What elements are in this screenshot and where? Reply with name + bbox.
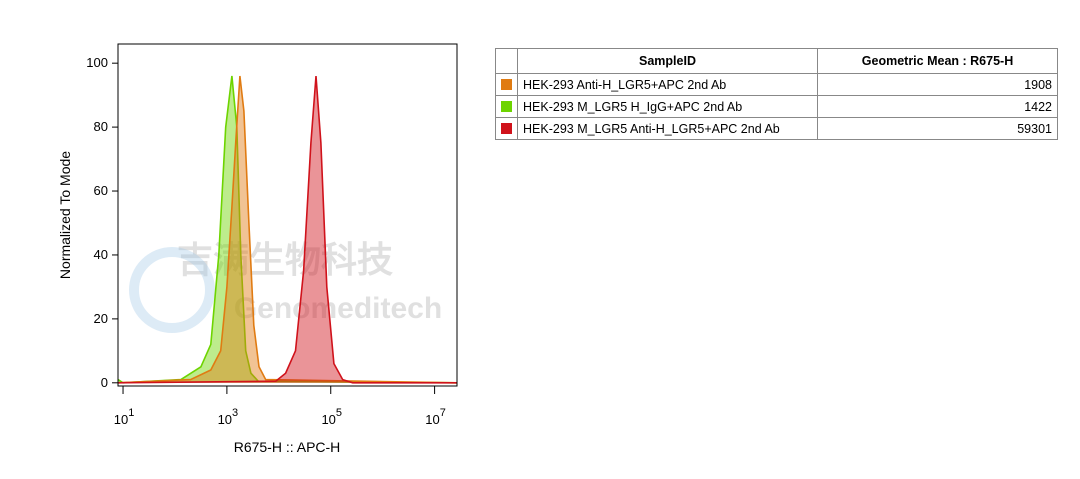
x-tick-base: 10 — [218, 412, 232, 427]
sample-name: HEK-293 M_LGR5 H_IgG+APC 2nd Ab — [517, 95, 818, 118]
x-tick-base: 10 — [114, 412, 128, 427]
y-tick-label: 100 — [86, 55, 108, 70]
geo-mean: 59301 — [817, 117, 1058, 140]
y-tick-label: 0 — [101, 375, 108, 390]
watermark-logo — [129, 247, 215, 333]
y-tick-label: 40 — [94, 247, 108, 262]
area — [118, 76, 457, 383]
line — [117, 75, 457, 384]
table-row: HEK-293 M_LGR5 H_IgG+APC 2nd Ab 1422 — [495, 95, 1058, 118]
area — [118, 76, 457, 383]
area — [118, 76, 457, 383]
table-header: SampleID Geometric Mean : R675-H — [495, 48, 1058, 74]
line — [117, 75, 458, 384]
header-cell: SampleID — [517, 48, 818, 74]
y-axis-label: Normalized To Mode — [57, 151, 73, 279]
plot-frame — [117, 43, 458, 387]
legend-swatch — [501, 123, 512, 134]
header-cell — [495, 48, 518, 74]
x-tick-exponent: 3 — [232, 407, 238, 419]
table-row: HEK-293 Anti-H_LGR5+APC 2nd Ab 1908 — [495, 73, 1058, 96]
swatch-cell — [495, 73, 518, 96]
swatch-cell — [495, 95, 518, 118]
legend-swatch — [501, 101, 512, 112]
sample-name: HEK-293 M_LGR5 Anti-H_LGR5+APC 2nd Ab — [517, 117, 818, 140]
y-tick-label: 20 — [94, 311, 108, 326]
x-tick-label: 103 — [218, 407, 239, 427]
sample-name: HEK-293 Anti-H_LGR5+APC 2nd Ab — [517, 73, 818, 96]
x-tick-base: 10 — [321, 412, 335, 427]
watermark-cn: 吉满生物科技 — [177, 239, 393, 280]
swatch-cell — [495, 117, 518, 140]
x-axis-label: R675-H :: APC-H — [234, 439, 341, 455]
x-tick-exponent: 1 — [128, 407, 134, 419]
stats-table: SampleID Geometric Mean : R675-H HEK-293… — [495, 48, 1058, 140]
x-tick-label: 101 — [114, 407, 135, 427]
x-tick-base: 10 — [425, 412, 439, 427]
table-row: HEK-293 M_LGR5 Anti-H_LGR5+APC 2nd Ab 593… — [495, 117, 1058, 140]
x-tick-label: 107 — [425, 407, 446, 427]
x-tick-exponent: 7 — [440, 407, 446, 419]
x-tick-label: 105 — [321, 407, 342, 427]
geo-mean: 1422 — [817, 95, 1058, 118]
header-cell: Geometric Mean : R675-H — [817, 48, 1058, 74]
line — [117, 75, 458, 384]
y-tick-label: 60 — [94, 183, 108, 198]
watermark-en: Genomeditech — [234, 292, 442, 325]
legend-swatch — [501, 79, 512, 90]
y-tick-label: 80 — [94, 119, 108, 134]
x-tick-exponent: 5 — [336, 407, 342, 419]
geo-mean: 1908 — [817, 73, 1058, 96]
